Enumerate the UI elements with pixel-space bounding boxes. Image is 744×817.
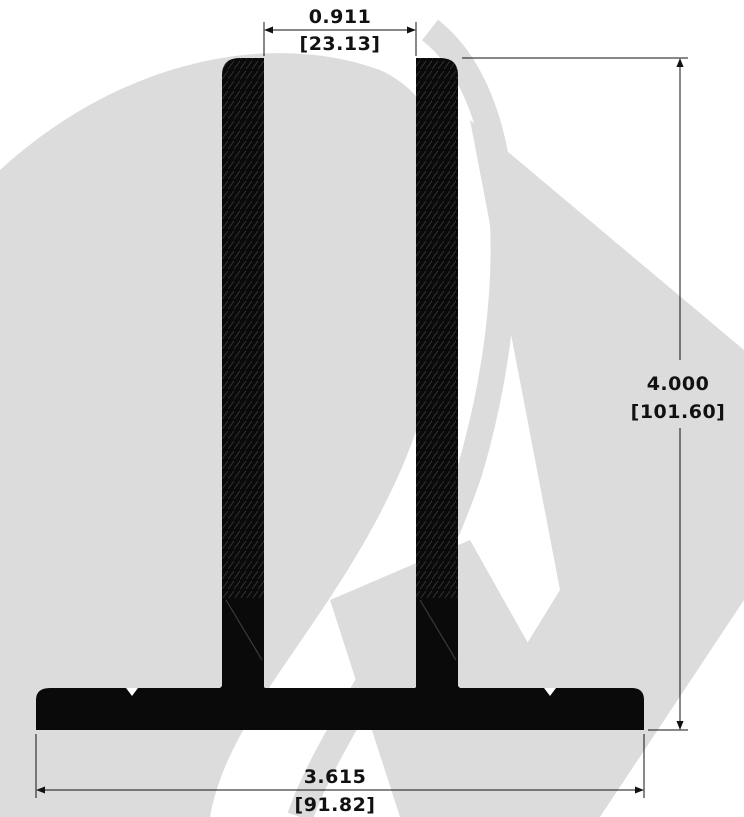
width-inch-label: 3.615 — [304, 766, 367, 788]
left-root-facet — [225, 599, 263, 661]
gap-mm-label: [23.13] — [300, 33, 381, 55]
left-leg-root — [222, 598, 264, 688]
right-leg — [416, 58, 458, 688]
height-inch-label: 4.000 — [647, 373, 710, 395]
gap-inch-label: 0.911 — [309, 6, 372, 28]
base-flange — [36, 678, 644, 730]
right-leg-root — [416, 598, 458, 688]
height-dimension: 4.000 [101.60] — [462, 57, 726, 731]
right-groove — [544, 688, 556, 696]
height-mm-label: [101.60] — [631, 401, 726, 423]
width-mm-label: [91.82] — [295, 794, 376, 816]
right-root-facet — [419, 599, 457, 661]
left-leg — [222, 58, 264, 688]
width-dimension: 3.615 [91.82] — [35, 734, 645, 816]
left-groove — [126, 688, 138, 696]
gap-dimension: 0.911 [23.13] — [263, 6, 417, 56]
watermark-right-band — [420, 120, 744, 817]
extrusion-profile — [36, 58, 644, 730]
